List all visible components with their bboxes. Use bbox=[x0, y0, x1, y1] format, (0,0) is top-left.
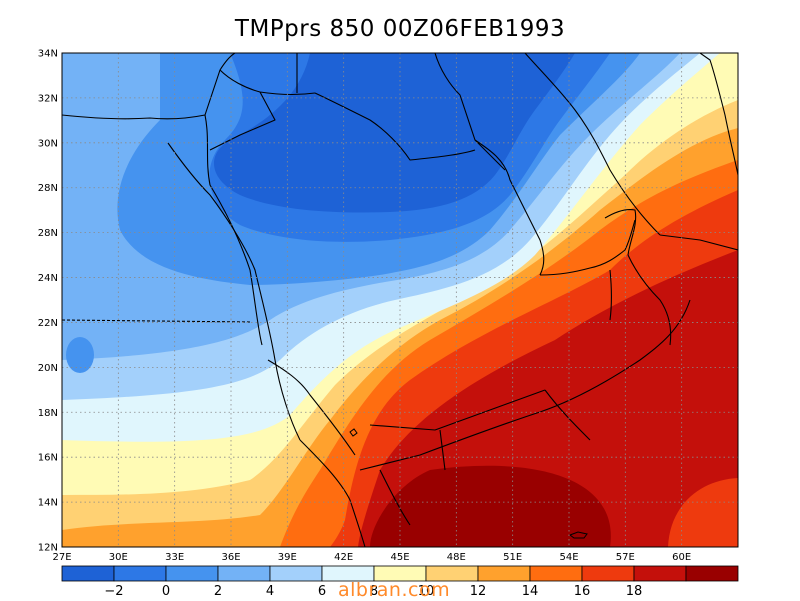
colorbar-label: 16 bbox=[574, 584, 591, 599]
island-red-sea bbox=[349, 428, 358, 437]
colorbar-swatch bbox=[61, 565, 115, 582]
lat-label: 28N bbox=[38, 183, 58, 194]
colorbar-swatch bbox=[581, 565, 635, 582]
colorbar-label: 4 bbox=[266, 584, 274, 599]
lon-label: 39E bbox=[278, 552, 297, 563]
lat-label: 28N bbox=[38, 228, 58, 239]
lat-label: 18N bbox=[38, 408, 58, 419]
watermark-text: albran.com bbox=[338, 579, 451, 601]
colorbar-label: 18 bbox=[626, 584, 643, 599]
colorbar-label: 8 bbox=[370, 584, 378, 599]
lat-label: 12N bbox=[38, 543, 58, 554]
lon-label: 36E bbox=[221, 552, 240, 563]
colorbar-swatch bbox=[269, 565, 323, 582]
colorbar-label: 12 bbox=[470, 584, 487, 599]
lat-label: 32N bbox=[38, 93, 58, 104]
lon-label: 48E bbox=[447, 552, 466, 563]
lat-label: 16N bbox=[38, 453, 58, 464]
colorbar-label: 0 bbox=[162, 584, 170, 599]
graticule bbox=[62, 53, 738, 547]
colorbar-swatch bbox=[217, 565, 271, 582]
colorbar-label: 2 bbox=[214, 584, 222, 599]
colorbar-swatch bbox=[685, 565, 739, 582]
colorbar-swatch bbox=[529, 565, 583, 582]
lon-label: 27E bbox=[52, 552, 71, 563]
colorbar-swatch bbox=[633, 565, 687, 582]
lat-label: 14N bbox=[38, 498, 58, 509]
colorbar-label: 6 bbox=[318, 584, 326, 599]
island-socotra bbox=[568, 531, 588, 539]
contour-band-minus6 bbox=[213, 53, 575, 213]
lon-label: 33E bbox=[165, 552, 184, 563]
lon-label: 60E bbox=[672, 552, 691, 563]
lon-label: 54E bbox=[559, 552, 578, 563]
lat-label: 24N bbox=[38, 273, 58, 284]
colorbar-swatch bbox=[165, 565, 219, 582]
map-frame bbox=[61, 52, 739, 548]
lat-label: 22N bbox=[38, 318, 58, 329]
lon-label: 51E bbox=[503, 552, 522, 563]
colorbar-label: −2 bbox=[104, 584, 123, 599]
contour-blob-west bbox=[66, 337, 94, 373]
colorbar-label: 14 bbox=[522, 584, 539, 599]
colorbar-swatch bbox=[113, 565, 167, 582]
lat-label: 30N bbox=[38, 138, 58, 149]
colorbar-swatch bbox=[477, 565, 531, 582]
colorbar-label: 10 bbox=[418, 584, 435, 599]
lon-label: 42E bbox=[334, 552, 353, 563]
lon-label: 57E bbox=[616, 552, 635, 563]
lat-label: 34N bbox=[38, 49, 58, 60]
lon-label: 45E bbox=[390, 552, 409, 563]
lon-label: 30E bbox=[109, 552, 128, 563]
lat-label: 20N bbox=[38, 363, 58, 374]
map-title: TMPprs 850 00Z06FEB1993 bbox=[234, 16, 566, 42]
